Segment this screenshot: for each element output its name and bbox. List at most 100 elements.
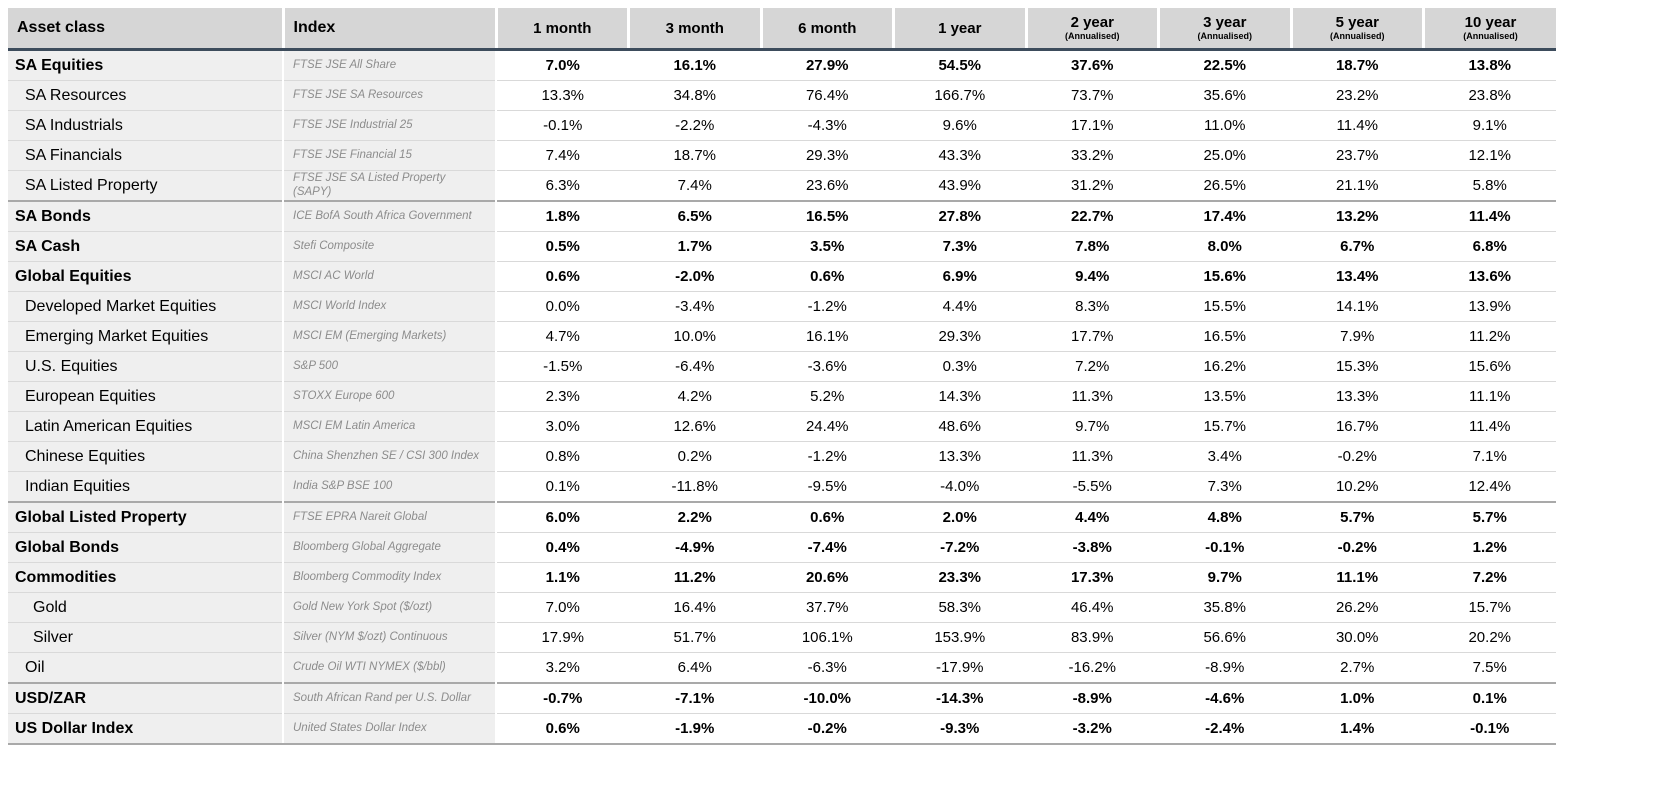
- return-value-cell: -1.2%: [761, 441, 894, 472]
- return-value-cell: 7.4%: [496, 140, 629, 171]
- return-value-cell: -1.2%: [761, 291, 894, 322]
- asset-class-cell: Global Bonds: [8, 532, 284, 563]
- return-value-cell: 13.3%: [496, 80, 629, 111]
- return-value-cell: 17.1%: [1026, 110, 1159, 141]
- return-value-cell: 29.3%: [761, 140, 894, 171]
- return-value-cell: 16.7%: [1291, 411, 1424, 442]
- return-value-cell: 30.0%: [1291, 622, 1424, 653]
- return-value-cell: 8.0%: [1158, 231, 1291, 262]
- asset-class-cell: Indian Equities: [8, 471, 284, 502]
- return-value-cell: 11.1%: [1291, 562, 1424, 593]
- return-value-cell: -0.2%: [1291, 532, 1424, 563]
- return-value-cell: 7.0%: [496, 48, 629, 81]
- return-value-cell: 6.3%: [496, 170, 629, 201]
- header-label: 1 year: [938, 19, 982, 37]
- return-value-cell: 11.3%: [1026, 441, 1159, 472]
- return-value-cell: 24.4%: [761, 411, 894, 442]
- return-value-cell: 16.1%: [628, 48, 761, 81]
- return-value-cell: 4.8%: [1158, 501, 1291, 533]
- return-value-cell: -8.9%: [1158, 652, 1291, 683]
- asset-class-cell: Gold: [8, 592, 284, 623]
- header-3-month: 3 month: [628, 8, 763, 51]
- return-value-cell: 11.4%: [1291, 110, 1424, 141]
- return-value-cell: 11.0%: [1158, 110, 1291, 141]
- header-label: 1 month: [533, 19, 592, 37]
- return-value-cell: 12.6%: [628, 411, 761, 442]
- header-1-month: 1 month: [496, 8, 630, 51]
- return-value-cell: 23.6%: [761, 170, 894, 201]
- header-label: 3 year: [1203, 14, 1247, 32]
- index-name-cell: Crude Oil WTI NYMEX ($/bbl): [283, 652, 497, 683]
- return-value-cell: 7.0%: [496, 592, 629, 623]
- return-value-cell: 22.5%: [1158, 48, 1291, 81]
- return-value-cell: 2.0%: [893, 501, 1026, 533]
- index-name-cell: South African Rand per U.S. Dollar: [283, 682, 497, 714]
- return-value-cell: -3.2%: [1026, 713, 1159, 745]
- asset-class-cell: Developed Market Equities: [8, 291, 284, 322]
- return-value-cell: 13.3%: [893, 441, 1026, 472]
- return-value-cell: 2.2%: [628, 501, 761, 533]
- return-value-cell: 16.5%: [761, 200, 894, 232]
- return-value-cell: 46.4%: [1026, 592, 1159, 623]
- return-value-cell: -2.2%: [628, 110, 761, 141]
- header-sublabel: (Annualised): [1463, 31, 1518, 42]
- table-row: USD/ZAR South African Rand per U.S. Dolla…: [8, 682, 1556, 714]
- index-name-cell: FTSE JSE Financial 15: [283, 140, 497, 171]
- return-value-cell: -6.3%: [761, 652, 894, 683]
- return-value-cell: 11.4%: [1423, 411, 1556, 442]
- table-row: Chinese Equities China Shenzhen SE / CSI …: [8, 441, 1556, 472]
- return-value-cell: -4.3%: [761, 110, 894, 141]
- index-name-cell: FTSE JSE SA Listed Property (SAPY): [283, 170, 497, 201]
- table-row: Silver Silver (NYM $/ozt) Continuous 17.9%…: [8, 622, 1556, 653]
- header-label: 5 year: [1335, 14, 1379, 32]
- return-value-cell: 43.3%: [893, 140, 1026, 171]
- return-value-cell: 20.2%: [1423, 622, 1556, 653]
- return-value-cell: 153.9%: [893, 622, 1026, 653]
- return-value-cell: 23.7%: [1291, 140, 1424, 171]
- return-value-cell: 2.3%: [496, 381, 629, 412]
- index-name-cell: Bloomberg Global Aggregate: [283, 532, 497, 563]
- return-value-cell: 9.7%: [1026, 411, 1159, 442]
- return-value-cell: 6.4%: [628, 652, 761, 683]
- header-label: Asset class: [17, 19, 106, 36]
- index-name-cell: FTSE EPRA Nareit Global: [283, 501, 497, 533]
- return-value-cell: 16.5%: [1158, 321, 1291, 352]
- asset-class-cell: SA Resources: [8, 80, 284, 111]
- return-value-cell: 16.1%: [761, 321, 894, 352]
- index-name-cell: STOXX Europe 600: [283, 381, 497, 412]
- return-value-cell: 11.2%: [628, 562, 761, 593]
- table-row: Global Listed Property FTSE EPRA Nareit G…: [8, 501, 1556, 533]
- return-value-cell: 25.0%: [1158, 140, 1291, 171]
- header-row: Asset class Index 1 month 3 month 6 mont…: [8, 8, 1556, 51]
- index-name-cell: MSCI EM (Emerging Markets): [283, 321, 497, 352]
- index-name-cell: Stefi Composite: [283, 231, 497, 262]
- return-value-cell: 3.0%: [496, 411, 629, 442]
- return-value-cell: 35.8%: [1158, 592, 1291, 623]
- table-row: SA Financials FTSE JSE Financial 15 7.4% 18…: [8, 140, 1556, 171]
- return-value-cell: 27.8%: [893, 200, 1026, 232]
- return-value-cell: -4.6%: [1158, 682, 1291, 714]
- table-row: Latin American Equities MSCI EM Latin Ame…: [8, 411, 1556, 442]
- table-row: Commodities Bloomberg Commodity Index 1.1%…: [8, 562, 1556, 593]
- return-value-cell: 5.8%: [1423, 170, 1556, 201]
- return-value-cell: 6.0%: [496, 501, 629, 533]
- index-name-cell: India S&P BSE 100: [283, 471, 497, 502]
- return-value-cell: -10.0%: [761, 682, 894, 714]
- return-value-cell: 15.6%: [1423, 351, 1556, 382]
- header-sublabel: (Annualised): [1329, 31, 1385, 42]
- return-value-cell: -5.5%: [1026, 471, 1159, 502]
- return-value-cell: 7.5%: [1423, 652, 1556, 683]
- return-value-cell: 23.2%: [1291, 80, 1424, 111]
- return-value-cell: 73.7%: [1026, 80, 1159, 111]
- return-value-cell: 4.4%: [893, 291, 1026, 322]
- index-name-cell: United States Dollar Index: [283, 713, 497, 745]
- header-label: Index: [293, 19, 336, 36]
- return-value-cell: 1.1%: [496, 562, 629, 593]
- return-value-cell: 18.7%: [628, 140, 761, 171]
- return-value-cell: -0.2%: [1291, 441, 1424, 472]
- return-value-cell: 9.1%: [1423, 110, 1556, 141]
- return-value-cell: 3.5%: [761, 231, 894, 262]
- index-name-cell: Bloomberg Commodity Index: [283, 562, 497, 593]
- return-value-cell: -7.4%: [761, 532, 894, 563]
- table-body: SA Equities FTSE JSE All Share 7.0% 16.1% 27…: [8, 48, 1556, 745]
